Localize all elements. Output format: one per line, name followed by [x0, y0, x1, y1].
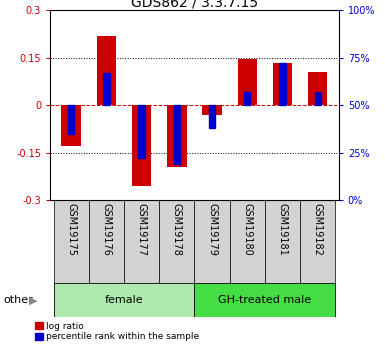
Bar — [265, 200, 300, 283]
Text: GSM19178: GSM19178 — [172, 204, 182, 256]
Legend: log ratio, percentile rank within the sample: log ratio, percentile rank within the sa… — [35, 322, 199, 341]
Bar — [167, 105, 186, 167]
Bar — [315, 92, 321, 105]
Bar — [300, 200, 335, 283]
Bar — [139, 105, 145, 158]
Text: GSM19182: GSM19182 — [313, 204, 323, 256]
Bar — [54, 200, 89, 283]
Text: GSM19176: GSM19176 — [101, 204, 111, 256]
Bar — [308, 72, 327, 105]
Bar — [174, 105, 180, 164]
Title: GDS862 / 3.3.7.15: GDS862 / 3.3.7.15 — [131, 0, 258, 9]
Bar — [62, 105, 81, 146]
Bar — [244, 92, 250, 105]
Text: ▶: ▶ — [29, 295, 37, 305]
Text: GSM19177: GSM19177 — [137, 204, 147, 256]
Bar — [124, 200, 159, 283]
Bar — [159, 200, 194, 283]
Bar — [229, 200, 265, 283]
Text: GSM19181: GSM19181 — [278, 204, 288, 256]
Text: GSM19180: GSM19180 — [242, 204, 252, 256]
Bar — [68, 105, 74, 134]
Bar — [238, 59, 257, 105]
Text: GSM19175: GSM19175 — [66, 204, 76, 256]
Bar — [132, 105, 151, 186]
Bar — [203, 105, 222, 115]
Bar — [209, 105, 215, 128]
Bar — [54, 283, 194, 317]
Bar — [273, 62, 292, 105]
Bar — [194, 283, 335, 317]
Text: GSM19179: GSM19179 — [207, 204, 217, 256]
Bar — [103, 73, 110, 105]
Text: other: other — [4, 295, 33, 305]
Bar — [279, 63, 286, 105]
Bar — [97, 36, 116, 105]
Text: female: female — [105, 295, 143, 305]
Text: GH-treated male: GH-treated male — [218, 295, 311, 305]
Bar — [89, 200, 124, 283]
Bar — [194, 200, 229, 283]
